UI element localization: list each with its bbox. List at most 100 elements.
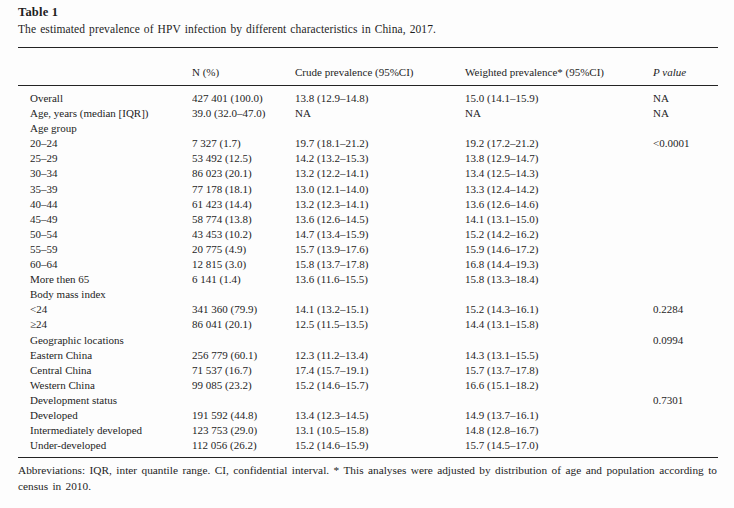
table-body: Overall427 401 (100.0)13.8 (12.9–14.8)15… <box>18 86 718 458</box>
table-title: Table 1 <box>18 5 58 20</box>
cell-n: 427 401 (100.0) <box>192 86 295 107</box>
cell-p <box>653 378 718 393</box>
cell-n <box>192 121 295 136</box>
cell-weighted: 15.2 (14.3–16.1) <box>465 302 653 317</box>
cell-p <box>653 257 718 272</box>
cell-n: 53 492 (12.5) <box>192 151 295 166</box>
cell-p <box>653 423 718 438</box>
table-row: 40–4461 423 (14.4)13.2 (12.3–14.1)13.6 (… <box>18 197 718 212</box>
cell-n <box>192 393 295 408</box>
cell-crude: 19.7 (18.1–21.2) <box>295 136 465 151</box>
table-row: Eastern China256 779 (60.1)12.3 (11.2–13… <box>18 348 718 363</box>
cell-crude: 13.6 (12.6–14.5) <box>295 212 465 227</box>
cell-p <box>653 348 718 363</box>
cell-p <box>653 151 718 166</box>
cell-weighted: 15.9 (14.6–17.2) <box>465 242 653 257</box>
table-row: Under-developed112 056 (26.2)15.2 (14.6–… <box>18 438 718 458</box>
col-header-crude-prevalence: Crude prevalence (95%CI) <box>295 48 465 86</box>
cell-label: 60–64 <box>18 257 192 272</box>
cell-weighted: 14.3 (13.1–15.5) <box>465 348 653 363</box>
cell-n: 43 453 (10.2) <box>192 227 295 242</box>
cell-crude <box>295 287 465 302</box>
cell-label: <24 <box>18 302 192 317</box>
cell-crude: 13.6 (11.6–15.5) <box>295 272 465 287</box>
cell-crude: 17.4 (15.7–19.1) <box>295 363 465 378</box>
cell-weighted: 15.7 (13.7–17.8) <box>465 363 653 378</box>
cell-n: 123 753 (29.0) <box>192 423 295 438</box>
cell-crude: 15.7 (13.9–17.6) <box>295 242 465 257</box>
cell-weighted: 15.2 (14.2–16.2) <box>465 227 653 242</box>
table-row: Western China99 085 (23.2)15.2 (14.6–15.… <box>18 378 718 393</box>
cell-n: 191 592 (44.8) <box>192 408 295 423</box>
cell-n: 71 537 (16.7) <box>192 363 295 378</box>
cell-p <box>653 166 718 181</box>
cell-label: 40–44 <box>18 197 192 212</box>
cell-n: 86 023 (20.1) <box>192 166 295 181</box>
cell-weighted: 16.6 (15.1–18.2) <box>465 378 653 393</box>
table-caption: The estimated prevalence of HPV infectio… <box>18 23 718 35</box>
cell-p <box>653 212 718 227</box>
cell-n: 112 056 (26.2) <box>192 438 295 458</box>
cell-label: Development status <box>18 393 192 408</box>
cell-label: 35–39 <box>18 182 192 197</box>
cell-label: 25–29 <box>18 151 192 166</box>
cell-n: 341 360 (79.9) <box>192 302 295 317</box>
cell-p: 0.2284 <box>653 302 718 317</box>
cell-p <box>653 438 718 458</box>
table-row: 45–4958 774 (13.8)13.6 (12.6–14.5)14.1 (… <box>18 212 718 227</box>
prevalence-table: N (%) Crude prevalence (95%CI) Weighted … <box>18 47 718 458</box>
cell-p <box>653 287 718 302</box>
cell-label: Eastern China <box>18 348 192 363</box>
cell-crude: 15.2 (14.6–15.7) <box>295 378 465 393</box>
cell-label: 30–34 <box>18 166 192 181</box>
col-header-characteristic <box>18 48 192 86</box>
cell-weighted <box>465 333 653 348</box>
cell-n: 58 774 (13.8) <box>192 212 295 227</box>
cell-weighted: 14.8 (12.8–16.7) <box>465 423 653 438</box>
cell-weighted: 15.7 (14.5–17.0) <box>465 438 653 458</box>
cell-p: NA <box>653 106 718 121</box>
table-row: Geographic locations 0.0994 <box>18 333 718 348</box>
cell-crude: 13.0 (12.1–14.0) <box>295 182 465 197</box>
cell-p <box>653 227 718 242</box>
cell-label: Central China <box>18 363 192 378</box>
table-row: ≥2486 041 (20.1)12.5 (11.5–13.5)14.4 (13… <box>18 317 718 332</box>
table-row: 30–3486 023 (20.1)13.2 (12.2–14.1)13.4 (… <box>18 166 718 181</box>
cell-p <box>653 363 718 378</box>
cell-n: 86 041 (20.1) <box>192 317 295 332</box>
cell-crude: 14.1 (13.2–15.1) <box>295 302 465 317</box>
cell-p: 0.7301 <box>653 393 718 408</box>
cell-n <box>192 287 295 302</box>
cell-label: Age group <box>18 121 192 136</box>
cell-n: 12 815 (3.0) <box>192 257 295 272</box>
header-row: N (%) Crude prevalence (95%CI) Weighted … <box>18 48 718 86</box>
cell-crude: 15.8 (13.7–17.8) <box>295 257 465 272</box>
table-row: 50–5443 453 (10.2)14.7 (13.4–15.9)15.2 (… <box>18 227 718 242</box>
table-row: 20–247 327 (1.7)19.7 (18.1–21.2)19.2 (17… <box>18 136 718 151</box>
cell-p: 0.0994 <box>653 333 718 348</box>
cell-n: 39.0 (32.0–47.0) <box>192 106 295 121</box>
table-row: More then 656 141 (1.4)13.6 (11.6–15.5)1… <box>18 272 718 287</box>
cell-label: Overall <box>18 86 192 107</box>
cell-p <box>653 242 718 257</box>
cell-n: 20 775 (4.9) <box>192 242 295 257</box>
cell-label: Western China <box>18 378 192 393</box>
cell-label: Geographic locations <box>18 333 192 348</box>
col-header-n-percent: N (%) <box>192 48 295 86</box>
cell-crude: 12.3 (11.2–13.4) <box>295 348 465 363</box>
cell-label: 55–59 <box>18 242 192 257</box>
cell-weighted: NA <box>465 106 653 121</box>
cell-n: 256 779 (60.1) <box>192 348 295 363</box>
table-row: Developed191 592 (44.8)13.4 (12.3–14.5)1… <box>18 408 718 423</box>
table-row: 35–3977 178 (18.1)13.0 (12.1–14.0)13.3 (… <box>18 182 718 197</box>
cell-p <box>653 272 718 287</box>
table-row: Development status 0.7301 <box>18 393 718 408</box>
cell-weighted <box>465 287 653 302</box>
cell-weighted: 14.4 (13.1–15.8) <box>465 317 653 332</box>
cell-n: 7 327 (1.7) <box>192 136 295 151</box>
cell-crude: 14.2 (13.2–15.3) <box>295 151 465 166</box>
cell-label: 50–54 <box>18 227 192 242</box>
cell-weighted: 19.2 (17.2–21.2) <box>465 136 653 151</box>
cell-p: NA <box>653 86 718 107</box>
cell-label: 20–24 <box>18 136 192 151</box>
